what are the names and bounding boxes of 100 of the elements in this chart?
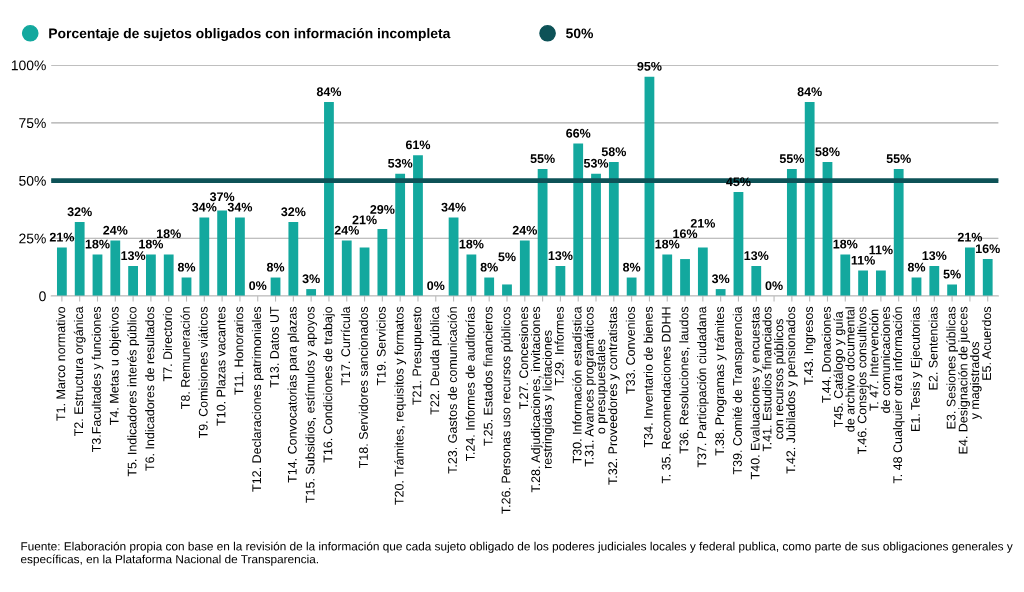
x-tick-label: T34. Inventario de bienes [643,306,653,448]
x-tick-label: T17. Currícula [340,306,351,386]
bar [697,247,708,296]
x-tick-label: T.42. Jubilados y pensionados [786,306,798,474]
text: 13% [922,251,947,261]
x-tick-label: T13. Datos UT [270,306,279,388]
x-tick-label: E1. Tesis y Ejecutorias [910,306,923,431]
bar [56,247,67,296]
x-tick-label: T.46. Consejos consultivos [857,306,869,455]
bar [537,169,548,296]
bar [858,270,868,296]
bar [92,254,103,296]
text: 53% [583,158,609,168]
x-tick-label: T8. Remuneración [180,307,190,409]
text: 13% [744,251,769,261]
x-tick-label: T.41. Estudios financiados con recursos públicos [762,306,786,452]
bar [413,155,423,296]
x-tick-label: T.23. Gastos de comunicación [447,307,457,474]
bar [608,162,619,296]
text: 8% [480,262,498,272]
bar [448,217,459,296]
x-tick-label: T21. Presupuesto [412,306,424,405]
x-tick-label: T39. Comité de Transparencia [732,306,745,475]
text: 32% [281,207,306,217]
x-tick-label: T.24. Informes de auditorías [465,306,475,462]
x-tick-label: T45. Catálogo y guía de archivo documental [833,307,855,432]
bar [146,254,156,296]
source-note: Fuente: Elaboración propia con base en la revisión de la información que cada sujeto obligado de los poderes judiciales locales y federal publica, como parte de sus obligaciones generales y específicas, en la Plataforma Nacional de Transparencia. [20,541,1013,566]
text: 0% [249,281,267,291]
bar [982,259,993,296]
x-tick-label: T.32. Proveedores y contratistas [608,306,620,485]
y-tick-label: 75% [19,118,46,129]
text: 29% [370,205,395,214]
x-tick-label: T33. Convenios [625,306,635,394]
bar [128,265,138,296]
x-tick-label: T6. Indicadores de resultados [145,306,155,471]
text: 84% [316,87,342,97]
text: 21% [690,218,716,228]
x-tick-label: T.38. Programas y trámites [714,306,727,456]
text: 8% [177,262,196,272]
x-tick-label: T14. Convocatorias para plazas [287,306,300,483]
text: 58% [815,147,840,157]
text: 24% [334,225,359,235]
x-tick-label: T.43. Ingresos [804,306,816,385]
bar [662,254,673,296]
bar [110,240,121,296]
x-tick-label: T.44. Donaciones [821,306,831,403]
text: 84% [797,87,822,97]
bar [341,240,352,296]
x-tick-label: E3. Sesiones públicas [946,306,959,429]
text: 11% [869,245,893,255]
text: 18% [655,239,680,249]
text: 18% [156,229,181,239]
text: 34% [227,202,253,212]
text: 13% [548,251,573,261]
text: 16% [976,244,1000,254]
text: 55% [530,154,555,164]
text: 0% [427,281,445,291]
legend-label: 50% [566,28,594,39]
text: 55% [779,154,805,164]
x-tick-label: T4. Metas u objetivos [109,306,122,425]
x-tick-label: T15. Subsidios, estímulos y apoyos [305,306,318,503]
x-tick-label: E2. Sentencias [928,306,938,390]
text: 95% [637,61,662,71]
bar [502,284,512,296]
x-tick-label: T36. Resoluciones, laudos [679,306,690,454]
bar [786,169,797,296]
text: 13% [121,251,146,261]
x-tick-label: T.28. Adjudicaciones, invitaciones restringidas y licitaciones [530,306,555,493]
text: 34% [441,202,466,212]
x-tick-label: E4. Designación de jueces y magistrados [958,306,982,454]
text: 18% [833,239,858,249]
bar [965,247,975,296]
bar [804,102,815,296]
text: 18% [85,239,110,249]
text: 8% [266,262,285,272]
x-tick-label: T37. Participación ciudadana [696,306,709,468]
bar [733,192,744,296]
text: 5% [498,252,516,262]
y-tick-label: 25% [19,233,46,244]
bar [466,254,477,296]
x-tick-label: T3.Facultades y funciones [91,306,104,453]
text: 53% [388,158,413,168]
y-tick-label: 0 [39,291,46,302]
text: 34% [192,202,217,212]
text: 11% [851,255,875,265]
x-tick-label: T30. Información estadística [572,306,582,464]
bar [199,217,210,296]
x-tick-label: T22. Deuda pública [429,306,442,415]
x-tick-label: T.26. Personas uso recursos públicos [501,306,513,514]
bar [74,222,85,296]
x-tick-label: T. 48 Cualquier otra información [892,307,905,484]
text: 21% [49,232,75,242]
x-tick-label: T20. Trámites, requisitos y formatos [394,306,407,505]
x-tick-label: T19. Servicios [376,306,386,386]
x-tick-label: T.29. Informes [554,306,564,386]
y-tick-label: 50% [19,175,46,186]
legend-label: Porcentaje de sujetos obligados con información incompleta [49,27,451,42]
x-tick-label: T9. Comisiones viáticos [198,306,208,439]
x-tick-label: T.31. Avances programáticos o presupuestales [584,306,608,467]
